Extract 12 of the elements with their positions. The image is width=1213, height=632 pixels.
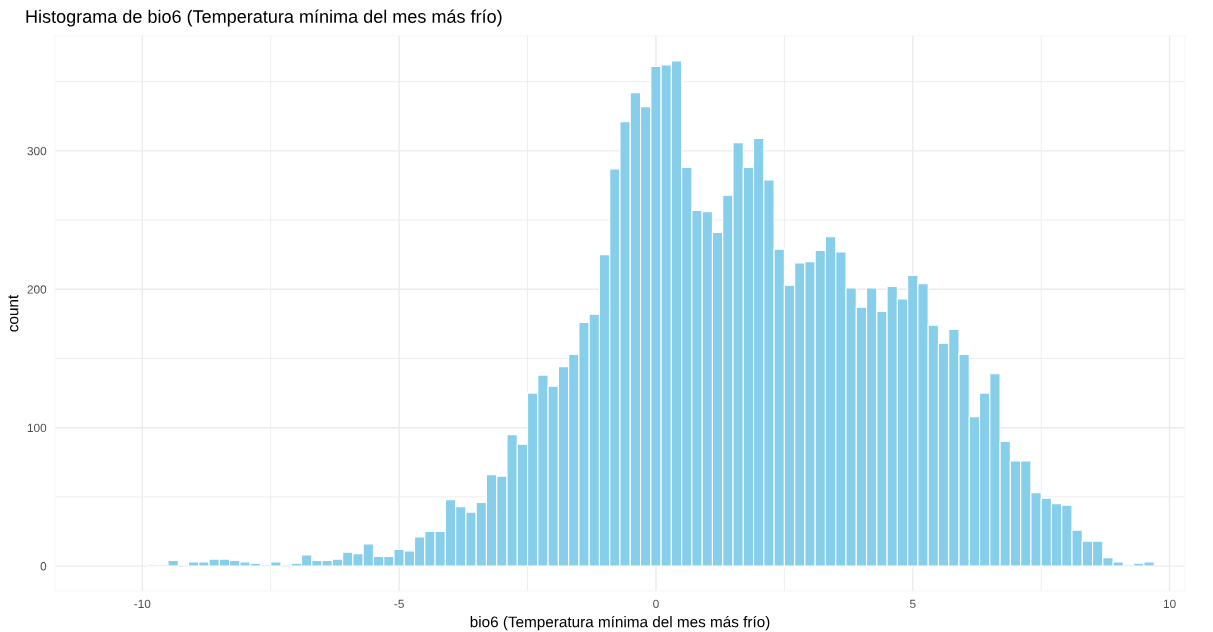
y-axis-title: count [8, 294, 19, 332]
x-tick-label: -10 [134, 599, 151, 608]
y-tick-label: 200 [27, 285, 47, 294]
y-tick-label: 300 [27, 146, 47, 156]
x-tick-label: 0 [653, 599, 659, 608]
x-axis-title: bio6 (Temperatura mínima del mes más frío) [470, 615, 770, 631]
y-tick-label: 0 [40, 562, 47, 571]
x-tick-label: 5 [909, 599, 916, 608]
x-tick-label: -5 [394, 599, 404, 608]
chart-title: Histograma de bio6 (Temperatura mínima del mes más frío) [26, 9, 502, 27]
y-tick-label: 100 [27, 423, 47, 433]
x-tick-label: 10 [1163, 599, 1176, 608]
